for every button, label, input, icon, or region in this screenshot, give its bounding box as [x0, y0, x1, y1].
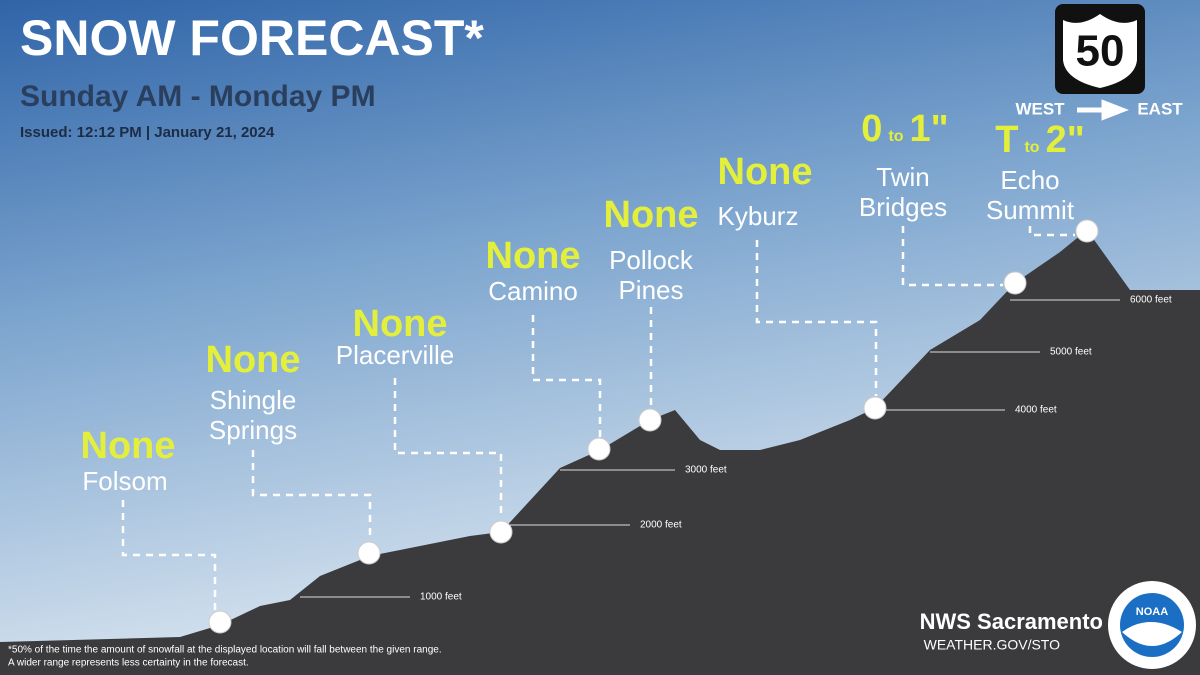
forecast-part: T: [995, 119, 1018, 161]
location-dot: [638, 408, 662, 432]
forecast-part: None: [81, 425, 176, 467]
subtitle: Sunday AM - Monday PM: [20, 80, 376, 113]
forecast: None: [353, 303, 448, 345]
location-name: Echo: [1000, 165, 1059, 195]
url: WEATHER.GOV/STO: [924, 637, 1060, 653]
forecast: None: [604, 194, 699, 236]
elevation-label: 1000 feet: [420, 592, 462, 603]
location-name: Shingle: [210, 385, 297, 415]
location-dot: [489, 520, 513, 544]
forecast: None: [486, 235, 581, 277]
location-name: Placerville: [336, 340, 455, 370]
route-number: 50: [1076, 27, 1125, 76]
forecast-part: None: [353, 303, 448, 345]
connector: [251, 450, 372, 540]
forecast: None: [718, 151, 813, 193]
forecast-part: 0: [861, 108, 882, 150]
title: SNOW FORECAST*: [20, 10, 484, 66]
forecast-part: 1": [910, 108, 949, 150]
connector: [1028, 226, 1075, 237]
connector: [121, 500, 217, 610]
connector: [755, 240, 878, 396]
connector: [531, 315, 602, 437]
forecast-part: None: [206, 339, 301, 381]
forecast-part: None: [604, 194, 699, 236]
location-name: Summit: [986, 195, 1075, 225]
location-name: Folsom: [82, 466, 167, 496]
connector: [901, 226, 1003, 287]
elevation-label: 5000 feet: [1050, 347, 1092, 358]
location-dot: [587, 437, 611, 461]
locations: 1000 feet 2000 feet 3000 feet 4000 feet 5000…: [81, 108, 1172, 634]
footnote: A wider range represents less certainty …: [8, 658, 249, 669]
forecast-part: None: [486, 235, 581, 277]
location-name: Pines: [618, 275, 683, 305]
elevation-label: 4000 feet: [1015, 405, 1057, 416]
location-dot: [1003, 271, 1027, 295]
location-name: Camino: [488, 276, 578, 306]
location-name: Bridges: [859, 192, 947, 222]
logo-bird: [1122, 622, 1182, 646]
elevation-label: 6000 feet: [1130, 295, 1172, 306]
logo-text: NOAA: [1136, 606, 1168, 618]
forecast: None: [81, 425, 176, 467]
forecast-part: 2": [1046, 119, 1085, 161]
issued: Issued: 12:12 PM | January 21, 2024: [20, 124, 275, 141]
location-name: Twin: [876, 162, 929, 192]
connector: [393, 378, 503, 518]
noaa-logo: NOAA: [1108, 581, 1196, 669]
forecast: 0 to 1": [861, 108, 948, 150]
location-dot: [357, 541, 381, 565]
location-name: Kyburz: [718, 201, 799, 231]
location-name: Springs: [209, 415, 297, 445]
forecast-part: to: [1024, 139, 1039, 156]
office: NWS Sacramento: [920, 609, 1103, 634]
direction-to: EAST: [1137, 99, 1183, 118]
location-dot: [1075, 219, 1099, 243]
forecast: None: [206, 339, 301, 381]
arrow: [1077, 99, 1129, 121]
location-dot: [863, 396, 887, 420]
location-name: Pollock: [609, 245, 694, 275]
shield: [1063, 14, 1137, 88]
location-dot: [208, 610, 232, 634]
elevation-label: 2000 feet: [640, 520, 682, 531]
direction-from: WEST: [1015, 99, 1065, 118]
forecast-part: None: [718, 151, 813, 193]
route-shield: 50: [1055, 4, 1145, 94]
footnote: *50% of the time the amount of snowfall …: [8, 645, 442, 656]
forecast-part: to: [888, 128, 903, 145]
elevation-label: 3000 feet: [685, 465, 727, 476]
